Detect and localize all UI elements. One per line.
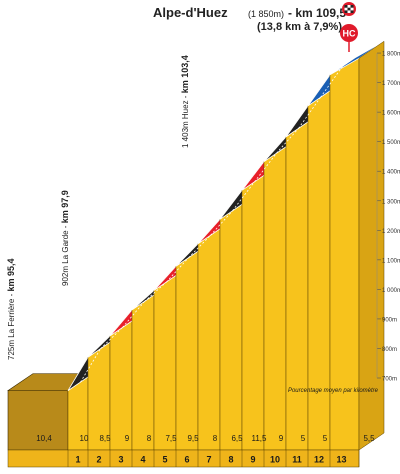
- km-number: 5: [162, 455, 167, 465]
- summit-title: Alpe-d'Huez: [153, 5, 228, 20]
- altitude-tick-label: 1 600m: [382, 111, 400, 117]
- altitude-axis: 700m 800m 900m 1 000m 1 100m 1 200m 1 300m 1 40…: [376, 52, 400, 383]
- gradient-label: 9,5: [187, 434, 199, 443]
- waypoint-altitude: 1 403m: [181, 119, 190, 148]
- summit-km: - km 109,5: [288, 6, 346, 20]
- category-badge: HC: [340, 24, 358, 52]
- altitude-tick-label: 900m: [382, 317, 397, 323]
- km-number: 7: [206, 455, 211, 465]
- summit-title-block: Alpe-d'Huez (1 850m) - km 109,5 (13,8 km…: [153, 5, 346, 33]
- waypoint-km: km 103,4: [180, 55, 190, 93]
- km-number: 11: [292, 455, 302, 465]
- altitude-tick-label: 1 500m: [382, 140, 400, 146]
- altitude-tick-label: 1 100m: [382, 258, 400, 264]
- altitude-tick-label: 800m: [382, 347, 397, 353]
- profile-wall-segment: [131, 289, 155, 451]
- altitude-tick-label: 700m: [382, 377, 397, 383]
- finish-flag-icon: [342, 2, 356, 16]
- km-number: 4: [140, 455, 145, 465]
- climb-summary: (13,8 km à 7,9%): [257, 21, 342, 33]
- gradient-label: 5: [301, 434, 306, 443]
- summit-altitude: (1 850m): [248, 9, 284, 19]
- ribbon-centre-line: [122, 301, 145, 328]
- gradient-label: 9: [279, 434, 284, 443]
- gradient-label: 7,5: [165, 434, 177, 443]
- gradient-label: 8: [147, 434, 152, 443]
- profile-layer: [7, 40, 385, 468]
- gradient-label: 5,5: [363, 434, 375, 443]
- waypoint-label: 902m La Garde - km 97,9: [60, 190, 70, 286]
- waypoint-text: 902m La Garde - km 97,9: [60, 190, 70, 286]
- km-number: 12: [314, 455, 324, 465]
- gradient-label: 11,5: [252, 434, 268, 443]
- ribbon-centre-line: [166, 257, 189, 283]
- gradient-label: 8,5: [99, 434, 111, 443]
- ribbon-centre-line: [342, 49, 366, 67]
- gradient-label: 5: [323, 434, 328, 443]
- km-number: 1: [75, 455, 80, 465]
- km-number: 2: [96, 455, 101, 465]
- profile-wall-segment: [153, 265, 177, 451]
- waypoint-name: La Garde -: [61, 223, 70, 263]
- category-badge-label: HC: [343, 29, 356, 39]
- ribbon-centre-line: [100, 327, 123, 350]
- gradient-caption: Pourcentage moyen par kilomètre: [288, 388, 379, 394]
- gradient-label: 10: [80, 434, 89, 443]
- gradient-label: 8: [213, 434, 218, 443]
- waypoint-label: 725m La Ferrière - km 95,4: [6, 259, 16, 361]
- profile-wall-segment: [197, 218, 221, 451]
- altitude-tick-label: 1 200m: [382, 229, 400, 235]
- waypoint-altitude: 725m: [7, 338, 16, 360]
- km-number: 8: [228, 455, 233, 465]
- altitude-tick-label: 1 700m: [382, 81, 400, 87]
- profile-wall-segment: [263, 136, 287, 451]
- ribbon-centre-line: [210, 210, 233, 236]
- profile-wall-segment: [175, 243, 199, 451]
- waypoint-km: km 95,4: [6, 259, 16, 292]
- profile-wall-segment: [241, 160, 265, 451]
- altitude-tick-label: 1 400m: [382, 170, 400, 176]
- ribbon-centre-line: [276, 128, 299, 154]
- waypoint-altitude: 902m: [61, 264, 70, 286]
- km-number: 6: [184, 455, 189, 465]
- gradient-label: 10,4: [36, 434, 52, 443]
- profile-wall-segment: [87, 335, 111, 451]
- waypoint-name: La Ferrière -: [7, 292, 16, 338]
- altitude-tick-label: 1 300m: [382, 199, 400, 205]
- ribbon-centre-line: [144, 281, 167, 302]
- ribbon-centre-line: [80, 348, 101, 383]
- altitude-tick-label: 1 800m: [382, 52, 400, 58]
- waypoint-km: km 97,9: [60, 190, 70, 223]
- waypoint-name: Huez -: [181, 93, 190, 119]
- waypoint-text: 1 403m Huez - km 103,4: [180, 55, 190, 148]
- waypoint-label: 1 403m Huez - km 103,4: [180, 55, 190, 148]
- profile-wall-segment: [109, 309, 133, 451]
- altitude-tick-label: 1 000m: [382, 288, 400, 294]
- km-number: 13: [336, 455, 346, 465]
- profile-wall-segment: [285, 105, 309, 451]
- gradient-label: 6,5: [231, 434, 243, 443]
- profile-wall-segment: [219, 189, 243, 451]
- gradient-label: 9: [125, 434, 130, 443]
- ribbon-centre-line: [188, 235, 211, 259]
- km-number: 10: [270, 455, 280, 465]
- waypoint-text: 725m La Ferrière - km 95,4: [6, 259, 16, 361]
- km-number: 9: [250, 455, 255, 465]
- km-number: 3: [118, 455, 123, 465]
- summit-side-face: [358, 40, 385, 451]
